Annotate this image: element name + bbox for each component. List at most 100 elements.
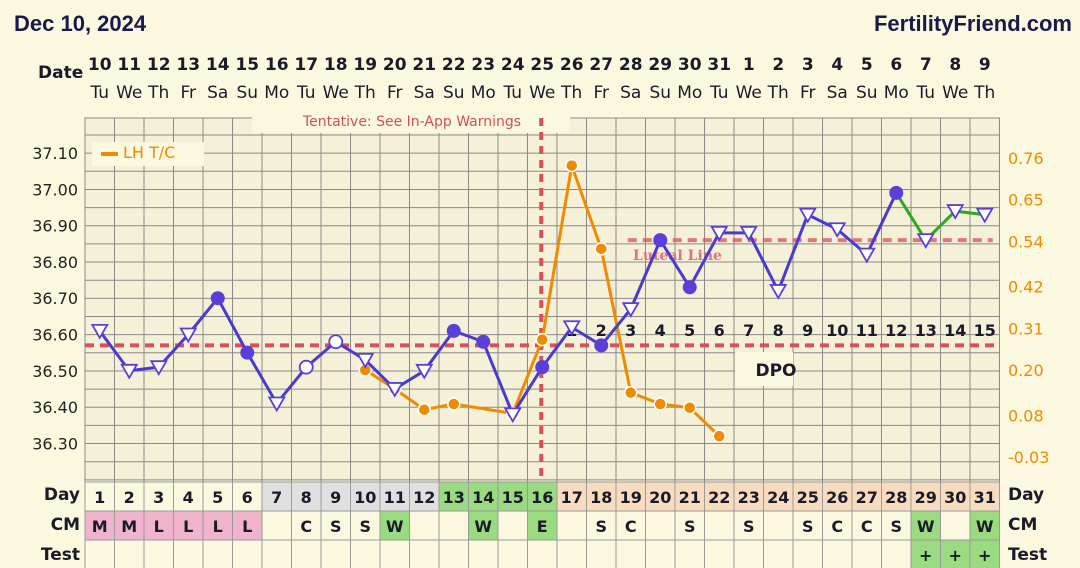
- test-cell: [173, 539, 204, 568]
- cm-cell: [940, 510, 971, 541]
- date-weekday: We: [323, 83, 349, 103]
- date-number: 5: [861, 55, 873, 75]
- date-number: 8: [949, 55, 961, 75]
- test-cell: [969, 539, 1000, 568]
- temperature-point: [828, 222, 847, 239]
- temperature-point: [446, 323, 461, 338]
- lh-tick: 0.20: [1008, 361, 1044, 380]
- day-number: 22: [708, 488, 730, 507]
- test-value: +: [919, 546, 932, 565]
- day-cell: [822, 481, 853, 512]
- day-number: 8: [301, 488, 312, 507]
- date-number: 23: [471, 55, 495, 75]
- day-number: 6: [242, 488, 253, 507]
- dpo-number: 11: [856, 321, 878, 340]
- date-weekday: Mo: [884, 83, 909, 103]
- cm-value: S: [359, 517, 371, 536]
- cm-row-label-right: CM: [1008, 515, 1037, 535]
- dpo-number: 2: [596, 321, 607, 340]
- date-weekday: Fr: [387, 83, 403, 103]
- test-cell: [940, 539, 971, 568]
- date-number: 7: [920, 55, 932, 75]
- test-row-label-right: Test: [1008, 545, 1047, 565]
- date-row-label: Date: [38, 63, 83, 83]
- temperature-point: [769, 284, 788, 300]
- day-number: 12: [413, 488, 435, 507]
- day-number: 10: [354, 488, 376, 507]
- date-weekday: We: [942, 83, 968, 103]
- cm-value: S: [890, 517, 902, 536]
- cm-cell: [468, 510, 499, 541]
- date-number: 31: [707, 55, 731, 75]
- dpo-number: 12: [885, 321, 907, 340]
- test-cell: [674, 539, 705, 568]
- temperature-point: [653, 233, 668, 248]
- day-number: 3: [153, 488, 164, 507]
- date-number: 3: [802, 55, 814, 75]
- date-weekday: We: [736, 83, 762, 103]
- date-weekday: Tu: [915, 83, 935, 103]
- cm-value: L: [242, 517, 252, 536]
- day-number: 16: [531, 488, 553, 507]
- grid-lines: [84, 111, 1000, 483]
- dpo-number: 4: [655, 321, 666, 340]
- temperature-axis: 37.10 37.00 36.90 36.80 36.70 36.60 36.50 36.40…: [32, 144, 78, 453]
- temperature-point: [240, 345, 255, 360]
- test-cell: [704, 539, 735, 568]
- date-header-row: 10Tu11We12Th13Fr14Sa15Su16Mo17Tu18We19Th…: [88, 55, 995, 103]
- cm-value: S: [595, 517, 607, 536]
- date-weekday: Fr: [180, 83, 196, 103]
- cm-value: L: [154, 517, 164, 536]
- test-cell: [851, 539, 882, 568]
- cm-cell: [497, 510, 528, 541]
- test-value: +: [978, 546, 991, 565]
- date-number: 14: [206, 55, 230, 75]
- day-number: 9: [330, 488, 341, 507]
- chart-date: Dec 10, 2024: [14, 11, 147, 36]
- temperature-point: [946, 204, 965, 220]
- lh-tick: 0.31: [1008, 319, 1044, 338]
- test-cell: [733, 539, 764, 568]
- cm-value: S: [743, 517, 755, 536]
- day-number: 27: [856, 488, 878, 507]
- date-number: 25: [530, 55, 554, 75]
- lh-tick: 0.42: [1008, 278, 1044, 297]
- date-weekday: Sa: [414, 83, 435, 103]
- date-weekday: Mo: [471, 83, 496, 103]
- cm-cell: [438, 510, 469, 541]
- cm-cell: [173, 510, 204, 541]
- temperature-line-recent: [894, 192, 985, 242]
- dpo-number: 14: [944, 321, 966, 340]
- date-number: 22: [442, 55, 466, 75]
- test-row-label: Test: [41, 545, 80, 565]
- date-weekday: We: [116, 83, 142, 103]
- lh-point: [683, 401, 697, 415]
- temperature-point: [267, 396, 286, 413]
- date-number: 29: [648, 55, 672, 75]
- date-weekday: Su: [443, 83, 465, 103]
- day-number: 7: [271, 488, 282, 507]
- test-cell: [822, 539, 853, 568]
- date-weekday: Fr: [593, 83, 609, 103]
- temperature-tick: 36.40: [32, 398, 78, 417]
- day-number: 1: [94, 488, 105, 507]
- day-number: 4: [183, 488, 194, 507]
- cm-value: E: [537, 517, 548, 536]
- test-cell: [645, 539, 676, 568]
- date-weekday: We: [529, 83, 555, 103]
- dpo-number: 13: [915, 321, 937, 340]
- temperature-point: [621, 302, 640, 318]
- lh-point: [535, 332, 549, 347]
- date-number: 26: [560, 55, 584, 75]
- date-weekday: Tu: [709, 83, 729, 103]
- day-number: 14: [472, 488, 494, 507]
- cm-value: S: [330, 517, 342, 536]
- day-number: 15: [502, 488, 524, 507]
- date-number: 21: [412, 55, 436, 75]
- date-number: 13: [176, 55, 200, 75]
- day-cell: [969, 481, 1000, 512]
- day-number: 31: [974, 488, 996, 507]
- dpo-number: 6: [714, 321, 725, 340]
- test-cell: [409, 539, 440, 568]
- cm-value: L: [183, 517, 193, 536]
